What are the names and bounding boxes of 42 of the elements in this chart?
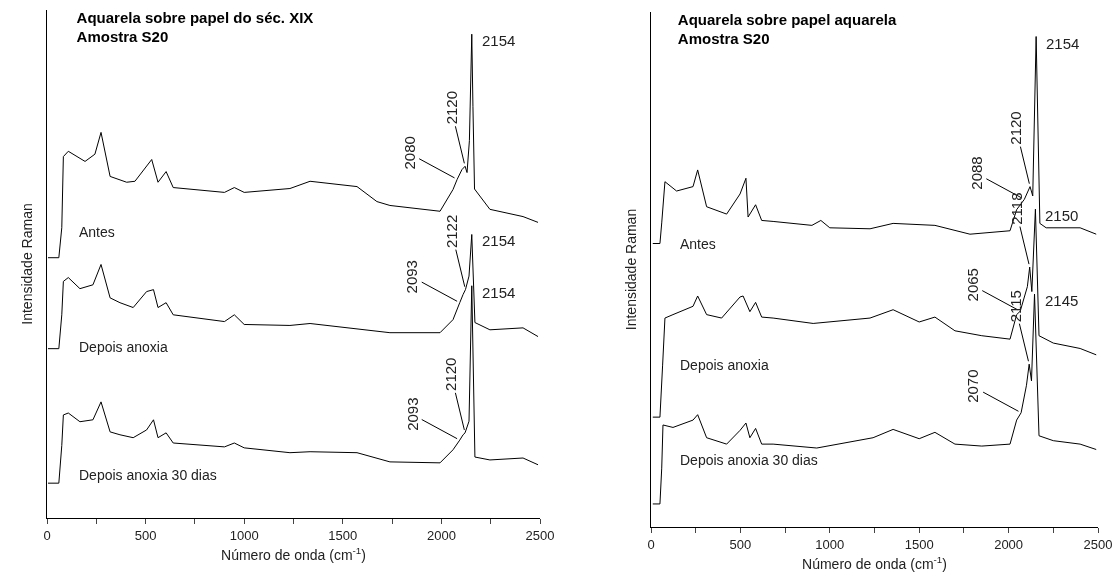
annotation: 2120 <box>1007 111 1025 145</box>
chart-title: Aquarela sobre papel do séc. XIX Amostra S20 <box>76 8 314 46</box>
x-tick-label: 0 <box>647 536 655 552</box>
annotation: 2122 <box>442 214 460 249</box>
y-axis-title: Intensidade Raman <box>622 208 639 331</box>
annotation: 2154 <box>482 32 516 49</box>
annotation: 2154 <box>1046 35 1080 52</box>
annotation: 2080 <box>400 136 418 170</box>
x-tick-label: 1500 <box>328 527 358 543</box>
series-label: Depois anoxia 30 dias <box>680 452 818 468</box>
series-label: Antes <box>680 236 716 252</box>
annotation: 2120 <box>442 90 460 125</box>
x-tick-label: 1500 <box>904 536 934 552</box>
annotation: 2070 <box>964 369 982 403</box>
annotation: 2093 <box>403 397 421 431</box>
y-axis-title: Intensidade Raman <box>18 203 35 325</box>
x-axis-title: Número de onda (cm$^{-1}$) <box>802 554 947 572</box>
x-tick-label: 2500 <box>525 527 555 543</box>
x-tick-label: 2000 <box>994 536 1024 552</box>
series-label: Antes <box>79 224 115 240</box>
annotation: 2088 <box>967 156 985 190</box>
series-label: Depois anoxia 30 dias <box>79 467 217 483</box>
annotation: 2154 <box>482 232 516 249</box>
x-tick-label: 1000 <box>229 527 259 543</box>
series-label: Depois anoxia <box>680 357 769 373</box>
x-axis-title: Número de onda (cm$^{-1}$) <box>221 545 366 563</box>
annotation: 2145 <box>1045 292 1079 309</box>
annotation: 2154 <box>482 284 516 301</box>
x-tick-label: 2500 <box>1083 536 1113 552</box>
annotation: 2120 <box>442 357 460 391</box>
annotation: 2115 <box>1007 290 1024 323</box>
annotation: 2093 <box>403 260 421 294</box>
x-tick-label: 2000 <box>426 527 456 543</box>
chart-title: Aquarela sobre papel aquarela Amostra S20 <box>677 10 897 48</box>
x-tick-label: 0 <box>43 527 51 543</box>
series-label: Depois anoxia <box>79 339 168 355</box>
x-tick-label: 500 <box>729 536 752 552</box>
x-tick-label: 1000 <box>815 536 845 552</box>
x-tick-label: 500 <box>134 527 157 543</box>
annotation: 2150 <box>1045 207 1079 224</box>
annotation: 2118 <box>1007 192 1025 225</box>
annotation: 2065 <box>964 268 982 302</box>
